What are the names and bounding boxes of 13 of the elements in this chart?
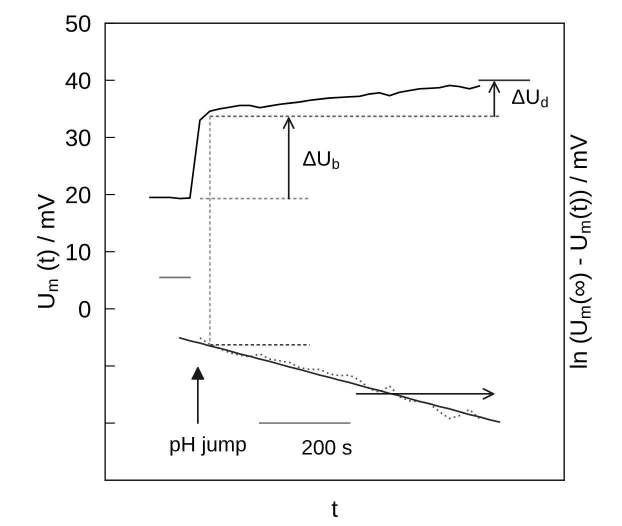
y-tick-label: 50 bbox=[66, 15, 90, 32]
annotation: ΔU$_{b}$ bbox=[303, 151, 340, 170]
annotation: 200 s bbox=[302, 440, 352, 455]
y-tick-label: 10 bbox=[66, 244, 90, 260]
annotation: pH jump bbox=[170, 436, 246, 456]
annotation: ΔU$_{d}$ bbox=[512, 90, 548, 108]
x-axis-title: t bbox=[332, 502, 338, 517]
y-tick-label: 30 bbox=[66, 129, 90, 146]
y-tick-label: 0 bbox=[79, 300, 90, 318]
y-axis-title: U$_{m}$ (t) / mV bbox=[37, 194, 60, 308]
y-tick-label: 20 bbox=[66, 186, 90, 204]
y-tick-label: 40 bbox=[66, 72, 90, 90]
y2-axis-title: ln (U$_{m}$(∞) - U$_{m}$(t)) / mV bbox=[570, 134, 592, 368]
